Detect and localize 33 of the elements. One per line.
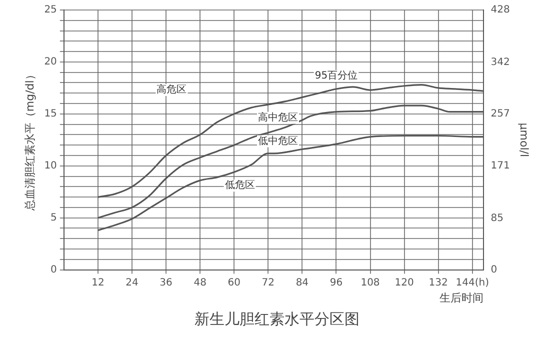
- annotation: 低危区: [224, 179, 255, 192]
- y-tick-label: 5: [50, 212, 57, 224]
- series-label: 95百分位: [314, 70, 358, 82]
- y2-tick-label: 257: [490, 108, 510, 120]
- y2-tick-label: 342: [490, 56, 510, 68]
- y2-tick-label: 428: [490, 4, 510, 16]
- annotation: 高危区: [156, 84, 187, 96]
- x-tick-label: 132: [428, 277, 448, 288]
- annotation: 高中危区: [258, 111, 298, 124]
- x-axis-title: 生后时间: [440, 291, 484, 304]
- y-tick-label: 20: [44, 56, 57, 68]
- x-tick-label: 96: [330, 277, 343, 288]
- y-tick-label: 15: [44, 108, 57, 120]
- x-tick-label: 60: [228, 277, 240, 288]
- x-tick-label: 84: [296, 277, 309, 288]
- annotation: 低中危区: [258, 134, 298, 147]
- x-tick-label: 108: [360, 277, 380, 288]
- y-axis-title: 总血清胆红素水平（mg/dl）: [23, 69, 36, 212]
- x-tick-label: 144(h): [456, 277, 490, 288]
- x-tick-label: 36: [160, 277, 172, 288]
- x-tick-label: 120: [394, 277, 414, 288]
- y-tick-label: 10: [44, 160, 57, 172]
- y-tick-label: 25: [44, 4, 57, 16]
- y2-tick-label: 171: [490, 160, 510, 172]
- y2-axis-title: μmol/l: [518, 122, 531, 158]
- x-tick-label: 48: [194, 277, 206, 288]
- x-tick-label: 12: [92, 277, 104, 288]
- text: 新生儿胆红素水平分区图: [194, 310, 360, 328]
- y2-tick-label: 0: [490, 264, 498, 276]
- x-tick-label: 72: [262, 277, 275, 288]
- x-tick-label: 24: [126, 277, 138, 288]
- y2-tick-label: 85: [490, 212, 504, 224]
- y-tick-label: 0: [50, 264, 57, 276]
